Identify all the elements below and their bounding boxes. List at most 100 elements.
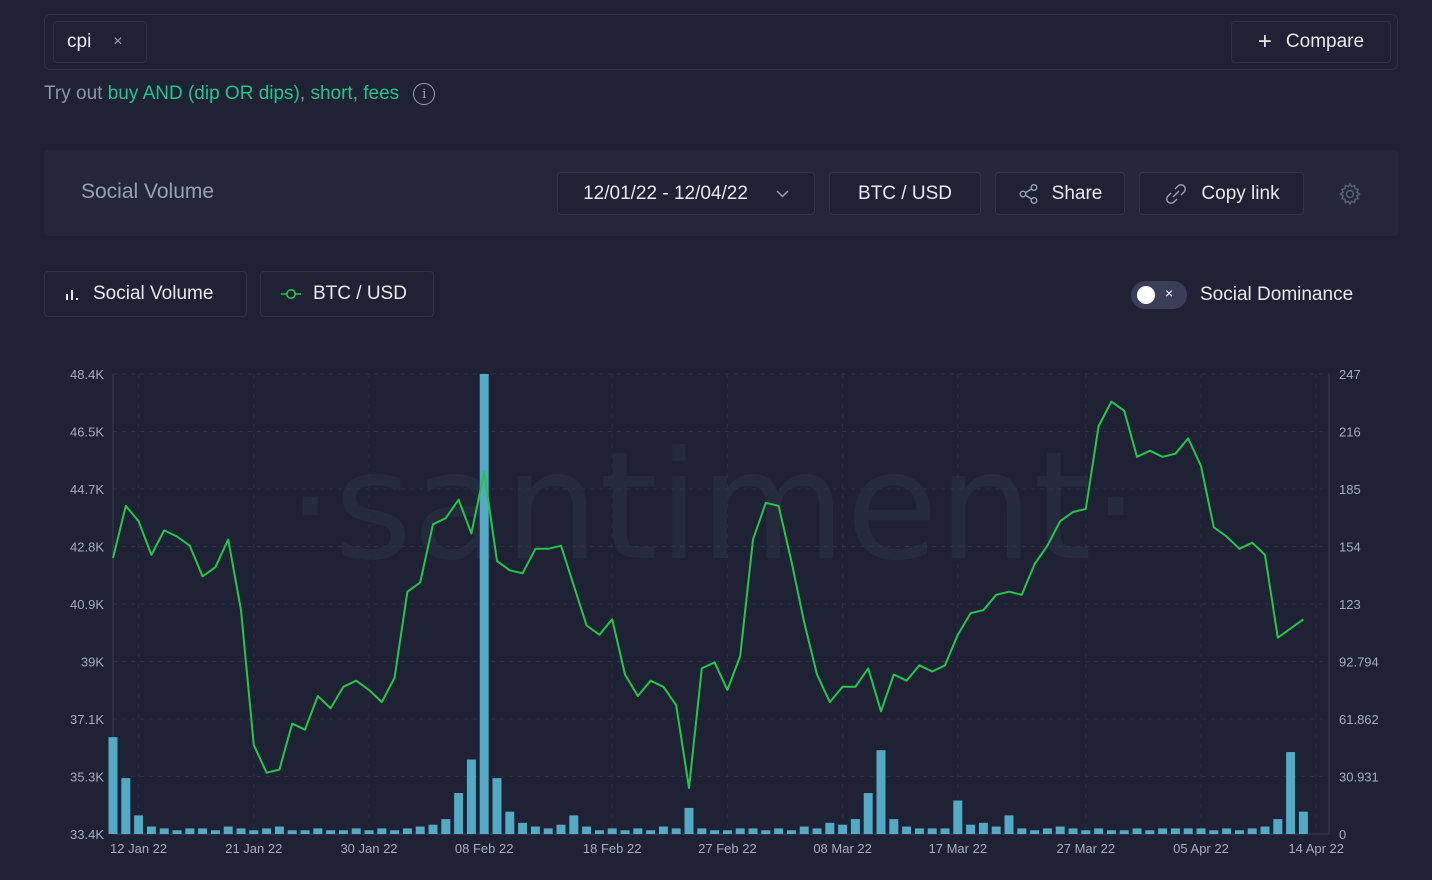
metric-social-volume[interactable]: Social Volume: [44, 271, 247, 317]
share-button[interactable]: Share: [995, 172, 1125, 215]
x-axis: 12 Jan 22 21 Jan 22 30 Jan 22 08 Feb 22 18 F…: [110, 841, 1344, 856]
suggestion-link-2[interactable]: short: [310, 83, 353, 104]
line-series-icon: [281, 288, 301, 300]
social-volume-bar: [914, 828, 924, 834]
date-range-picker[interactable]: 12/01/22 - 12/04/22: [557, 172, 815, 215]
x-tick-label: 27 Mar 22: [1057, 841, 1116, 856]
social-volume-series: [108, 374, 1308, 834]
suggestion-separator: ,: [352, 83, 358, 104]
social-volume-bar: [748, 828, 758, 834]
pair-selector[interactable]: BTC / USD: [829, 172, 981, 215]
social-volume-bar: [428, 824, 438, 834]
social-volume-bar: [646, 830, 656, 834]
right-tick-label: 247: [1339, 367, 1361, 382]
social-volume-bar: [697, 828, 707, 834]
social-volume-bar: [1183, 828, 1193, 834]
right-tick-label: 185: [1339, 482, 1361, 497]
social-volume-bar: [518, 822, 528, 834]
left-tick-label: 39K: [81, 655, 104, 670]
search-chip[interactable]: cpi ×: [53, 21, 147, 63]
social-dominance-toggle[interactable]: ×: [1131, 281, 1187, 309]
chip-close-icon[interactable]: ×: [113, 33, 123, 50]
chart-header: Social Volume 12/01/22 - 12/04/22 BTC / …: [44, 150, 1398, 236]
suggestion-link-1[interactable]: buy AND (dip OR dips): [107, 83, 300, 104]
social-volume-bar: [863, 793, 873, 834]
social-volume-bar: [185, 828, 195, 834]
copy-link-button[interactable]: Copy link: [1139, 172, 1304, 215]
social-volume-bar: [338, 830, 348, 834]
social-volume-bar: [722, 830, 732, 834]
social-volume-bar: [274, 826, 284, 834]
left-tick-label: 44.7K: [70, 482, 104, 497]
social-volume-bar: [953, 800, 963, 834]
right-tick-label: 0: [1339, 827, 1346, 842]
social-volume-bar: [991, 826, 1001, 834]
social-volume-bar: [1234, 830, 1244, 834]
social-volume-bar: [505, 811, 515, 834]
right-tick-label: 30.931: [1339, 770, 1379, 785]
social-volume-bar: [1094, 828, 1104, 834]
social-volume-bar: [684, 807, 694, 834]
left-tick-label: 40.9K: [70, 597, 104, 612]
social-volume-bar: [1222, 828, 1232, 834]
compare-button[interactable]: + Compare: [1231, 21, 1391, 63]
suggestion-separator: ,: [299, 83, 306, 104]
social-volume-bar: [466, 759, 476, 834]
x-tick-label: 12 Jan 22: [110, 841, 167, 856]
x-tick-label: 18 Feb 22: [583, 841, 642, 856]
bar-chart-icon: [65, 287, 81, 301]
compare-label: Compare: [1285, 31, 1365, 52]
try-out-suggestions: Try out buy AND (dip OR dips), short, fe…: [44, 83, 436, 105]
social-volume-bar: [1042, 828, 1052, 834]
social-volume-bar: [479, 374, 489, 834]
left-tick-label: 48.4K: [70, 367, 104, 382]
social-volume-bar: [633, 828, 643, 834]
social-volume-bar: [262, 828, 272, 834]
metric-btc-usd-label: BTC / USD: [313, 283, 407, 304]
social-volume-bar: [1170, 828, 1180, 834]
pair-label: BTC / USD: [858, 182, 952, 204]
social-volume-bar: [1017, 828, 1027, 834]
social-volume-bar: [825, 822, 835, 834]
social-volume-bar: [121, 778, 131, 834]
social-volume-bar: [223, 826, 233, 834]
social-volume-bar: [1081, 830, 1091, 834]
social-volume-bar: [159, 828, 169, 834]
social-volume-bar: [236, 828, 246, 834]
social-volume-bar: [774, 828, 784, 834]
social-volume-bar: [300, 830, 310, 834]
metric-btc-usd[interactable]: BTC / USD: [260, 271, 434, 317]
social-volume-bar: [799, 826, 809, 834]
try-out-prefix: Try out: [44, 83, 103, 104]
social-volume-bar: [876, 750, 886, 834]
x-tick-label: 14 Apr 22: [1288, 841, 1344, 856]
btc-usd-line: [112, 400, 1304, 789]
social-volume-bar: [850, 819, 860, 834]
social-volume-bar: [390, 830, 400, 834]
social-volume-bar: [902, 826, 912, 834]
social-volume-bar: [441, 819, 451, 834]
gear-icon[interactable]: [1338, 182, 1362, 206]
share-icon: [1018, 183, 1040, 205]
social-dominance-label: Social Dominance: [1200, 284, 1354, 305]
social-volume-bar: [812, 828, 822, 834]
right-tick-label: 61.862: [1339, 712, 1379, 727]
social-volume-bar: [198, 828, 208, 834]
toggle-knob: [1137, 286, 1155, 304]
right-tick-label: 154: [1339, 540, 1361, 555]
social-volume-bar: [492, 778, 502, 834]
right-tick-label: 92.794: [1339, 655, 1379, 670]
social-volume-bar: [1068, 828, 1078, 834]
social-volume-bar: [786, 830, 796, 834]
social-volume-bar: [1158, 828, 1168, 834]
social-volume-bar: [735, 828, 745, 834]
social-volume-bar: [351, 828, 361, 834]
social-volume-bar: [620, 830, 630, 834]
info-icon[interactable]: i: [413, 83, 436, 105]
link-icon: [1163, 183, 1189, 205]
suggestion-link-3[interactable]: fees: [363, 83, 400, 104]
left-tick-label: 35.3K: [70, 770, 104, 785]
left-tick-label: 46.5K: [70, 425, 104, 440]
social-volume-bar: [1196, 828, 1206, 834]
btc-usd-series: [112, 400, 1304, 789]
